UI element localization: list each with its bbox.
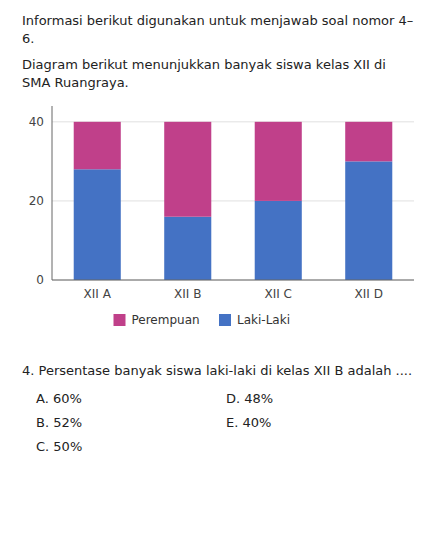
- grid-line: [52, 280, 414, 281]
- legend-swatch: [219, 314, 231, 326]
- answer-option: A. 60%: [36, 390, 226, 414]
- options: A. 60%B. 52%C. 50%D. 48%E. 40%: [22, 390, 418, 462]
- x-tick-label: XII A: [84, 287, 112, 301]
- bar-segment: [164, 217, 211, 280]
- bars: [74, 122, 393, 280]
- bar-segment: [345, 161, 392, 280]
- bar-segment: [164, 122, 211, 217]
- y-tick-label: 40: [29, 115, 44, 129]
- x-tick-label: XII C: [265, 287, 293, 301]
- title: Informasi berikut digunakan untuk menjaw…: [22, 12, 418, 48]
- x-tick-label: XII B: [174, 287, 201, 301]
- grid: [52, 122, 414, 280]
- answer-option: B. 52%: [36, 414, 226, 438]
- y-tick-label: 20: [29, 194, 44, 208]
- bar-segment: [255, 201, 302, 280]
- legend-label: Perempuan: [132, 313, 200, 327]
- question-text: 4. Persentase banyak siswa laki-laki di …: [22, 362, 418, 380]
- bar-segment: [74, 122, 121, 169]
- question: 4. Persentase banyak siswa laki-laki di …: [22, 362, 418, 462]
- legend-label: Laki-Laki: [237, 313, 290, 327]
- answer-option: C. 50%: [36, 438, 226, 462]
- x-tick-label: XII D: [355, 287, 383, 301]
- bar-segment: [255, 122, 302, 201]
- y-tick-label: 0: [36, 273, 44, 287]
- bar-segment: [345, 122, 392, 162]
- bar-segment: [74, 169, 121, 280]
- header: Informasi berikut digunakan untuk menjaw…: [22, 12, 418, 100]
- y-axis: [52, 106, 53, 280]
- chart: 0 20 40 XII A XII B XII C XII D Perempuan Laki-L…: [0, 92, 438, 354]
- subtitle: Diagram berikut menunjukkan banyak siswa…: [22, 56, 418, 92]
- legend: Perempuan Laki-Laki: [114, 313, 290, 327]
- legend-swatch: [114, 314, 126, 326]
- answer-option: D. 48%: [226, 390, 416, 414]
- answer-option: E. 40%: [226, 414, 416, 438]
- x-axis: [52, 280, 414, 281]
